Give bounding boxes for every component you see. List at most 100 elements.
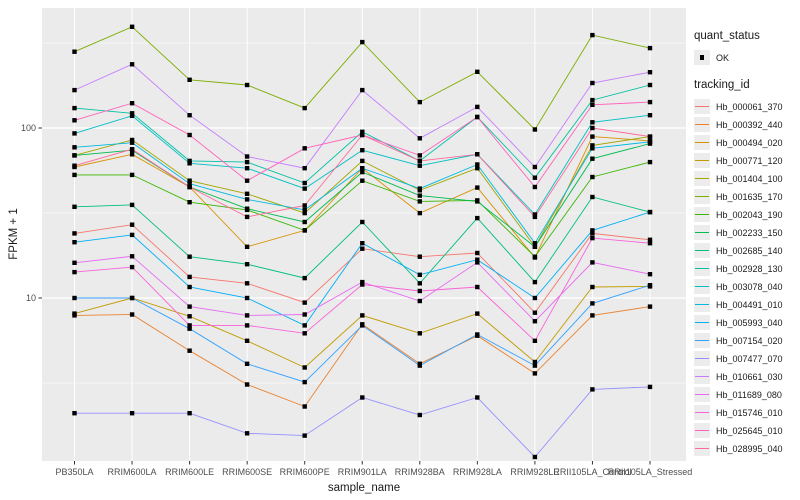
data-point [244, 166, 250, 171]
data-point [302, 275, 307, 281]
series-color-line-icon [695, 303, 709, 306]
ok-point-marker [699, 55, 705, 60]
legend-item-label: Hb_028995_040 [716, 443, 783, 454]
legend-key-swatch [694, 225, 710, 240]
data-point [590, 231, 595, 236]
data-point [590, 387, 595, 392]
data-point [302, 331, 307, 336]
series-color-line-icon [695, 267, 709, 270]
legend-item-label: Hb_002928_130 [716, 263, 783, 274]
series-color-line-icon [695, 105, 709, 108]
legend-key-swatch [694, 369, 710, 384]
data-point [417, 99, 422, 105]
series-color-line-icon [695, 447, 709, 450]
legend-item-Hb_005993_040: Hb_005993_040 [694, 314, 798, 331]
legend-item-Hb_000771_120: Hb_000771_120 [694, 152, 798, 169]
data-point [475, 185, 480, 190]
data-point [187, 113, 192, 118]
data-point [360, 219, 365, 225]
data-point [129, 111, 135, 116]
series-color-line-icon [695, 411, 709, 414]
data-point [590, 260, 595, 265]
legend-key-swatch [694, 171, 710, 186]
data-point [129, 222, 135, 227]
legend-item-label: Hb_001404_100 [716, 173, 783, 184]
data-point [72, 231, 77, 236]
series-color-line-icon [695, 339, 709, 342]
data-point [72, 145, 77, 150]
data-point [475, 166, 480, 171]
data-point [475, 104, 480, 110]
data-point [475, 114, 480, 120]
data-point [590, 235, 595, 241]
legend-key-swatch [694, 153, 710, 168]
legend-item-label: Hb_007154_020 [716, 335, 783, 346]
legend-key-swatch [694, 315, 710, 330]
data-point [302, 365, 307, 370]
data-point [360, 241, 365, 246]
data-point [417, 254, 422, 259]
data-point [302, 404, 307, 409]
data-point [532, 127, 538, 132]
series-color-line-icon [695, 375, 709, 378]
data-point [360, 39, 365, 45]
data-point [187, 314, 192, 319]
legend-item-label: Hb_000494_020 [716, 137, 783, 148]
data-point [129, 254, 135, 259]
legend-item-label: Hb_003078_040 [716, 281, 783, 292]
data-point [244, 244, 250, 249]
data-point [417, 281, 422, 286]
data-point [187, 184, 192, 190]
data-point [475, 257, 480, 262]
data-point [244, 281, 250, 286]
data-point [302, 210, 307, 216]
series-color-line-icon [695, 249, 709, 252]
legend-item-label: Hb_000061_370 [716, 101, 783, 112]
x-tick-label: RRIM600LE [165, 467, 214, 477]
data-point [360, 87, 365, 93]
series-color-line-icon [695, 177, 709, 180]
data-point [244, 159, 250, 165]
legend-item-label: Hb_002043_190 [716, 209, 783, 220]
data-point [187, 411, 192, 416]
series-color-line-icon [695, 231, 709, 234]
data-point [647, 241, 653, 246]
series-color-line-icon [695, 159, 709, 162]
data-point [187, 77, 192, 82]
data-point [187, 158, 192, 164]
data-point [244, 313, 250, 318]
legend-key-swatch [694, 441, 710, 456]
x-tick-label: RRIM901LA [338, 467, 387, 477]
ok-label: OK [716, 52, 730, 63]
data-point [244, 206, 250, 211]
data-point [647, 304, 653, 309]
legend-key-swatch [694, 297, 710, 312]
legend-item-ok: OK [694, 49, 798, 66]
data-point [532, 310, 538, 315]
x-axis-title: sample_name [327, 482, 401, 494]
data-point [72, 269, 77, 275]
series-color-line-icon [695, 429, 709, 432]
series-color-line-icon [695, 123, 709, 126]
legend-item-Hb_025645_010: Hb_025645_010 [694, 422, 798, 439]
legend-key-swatch [694, 117, 710, 132]
data-point [417, 193, 422, 198]
data-point [590, 125, 595, 131]
series-color-line-icon [695, 285, 709, 288]
data-point [129, 264, 135, 270]
data-point [647, 159, 653, 165]
legend-item-Hb_015746_010: Hb_015746_010 [694, 404, 798, 421]
data-point [647, 82, 653, 88]
data-point [302, 433, 307, 438]
legend-item-Hb_011689_080: Hb_011689_080 [694, 386, 798, 403]
data-point [129, 295, 135, 301]
data-point [360, 395, 365, 400]
x-tick-label: RRIM600PE [280, 467, 330, 477]
x-tick-label: RRIM600LA [108, 467, 157, 477]
data-point [72, 311, 77, 316]
data-point [647, 139, 653, 144]
legend-item-label: Hb_025645_010 [716, 425, 783, 436]
data-point [129, 140, 135, 145]
data-point [647, 70, 653, 75]
